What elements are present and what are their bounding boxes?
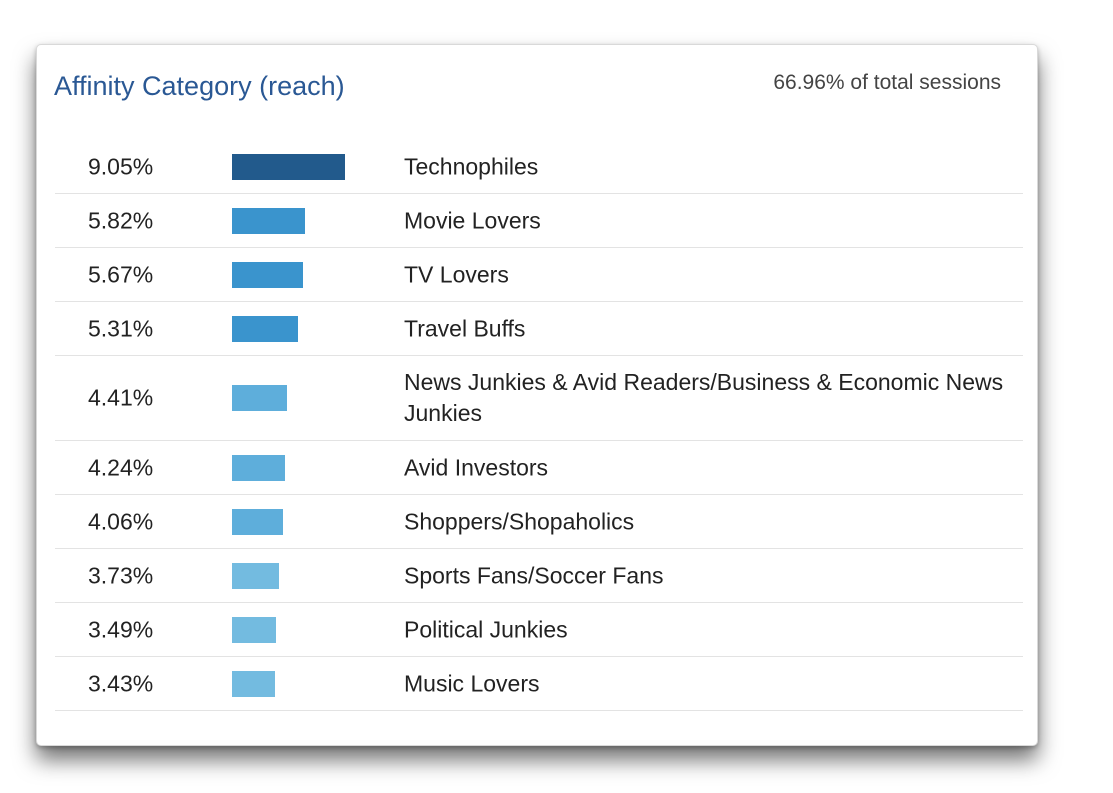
bar [232,385,287,411]
category-label: News Junkies & Avid Readers/Business & E… [404,369,1004,426]
affinity-category-card: Affinity Category (reach) 66.96% of tota… [36,44,1038,746]
affinity-row: 4.41% News Junkies & Avid Readers/Busines… [55,356,1023,441]
value-label: 9.05% [88,153,154,179]
category-label: Travel Buffs [404,315,526,341]
affinity-row: 5.67% TV Lovers [55,248,1023,302]
bar [232,562,279,589]
value-label: 4.41% [88,384,154,411]
category-label: Music Lovers [404,670,540,696]
bar [232,153,345,180]
value-label: 4.24% [88,454,154,480]
value-label: 5.82% [88,207,154,233]
category-label: Movie Lovers [404,207,541,233]
affinity-row: 5.31% Travel Buffs [55,302,1023,356]
affinity-row: 3.49% Political Junkies [55,603,1023,657]
affinity-row: 3.73% Sports Fans/Soccer Fans [55,549,1023,603]
value-label: 3.43% [88,670,154,696]
bar [232,261,303,288]
bar [232,616,276,643]
category-label: Technophiles [404,153,539,179]
bar [232,207,305,234]
card-title[interactable]: Affinity Category (reach) [54,71,345,101]
value-label: 3.49% [88,616,154,642]
value-label: 5.67% [88,261,154,287]
total-sessions-summary: 66.96% of total sessions [773,71,1001,94]
category-label: Political Junkies [404,616,568,642]
affinity-row: 4.06% Shoppers/Shopaholics [55,495,1023,549]
value-label: 3.73% [88,562,154,588]
bar [232,670,275,697]
category-label: Shoppers/Shopaholics [404,508,635,534]
affinity-row: 9.05% Technophiles [55,140,1023,194]
affinity-row: 3.43% Music Lovers [55,657,1023,711]
category-label: TV Lovers [404,261,509,287]
category-label: Sports Fans/Soccer Fans [404,562,664,588]
category-label: Avid Investors [404,454,549,480]
bar [232,508,283,535]
affinity-row: 4.24% Avid Investors [55,441,1023,495]
bar [232,315,298,342]
bar [232,454,285,481]
value-label: 5.31% [88,315,154,341]
affinity-rows: 9.05% Technophiles 5.82% Movie Lovers 5.67% T… [55,140,1023,711]
value-label: 4.06% [88,508,154,534]
affinity-row: 5.82% Movie Lovers [55,194,1023,248]
